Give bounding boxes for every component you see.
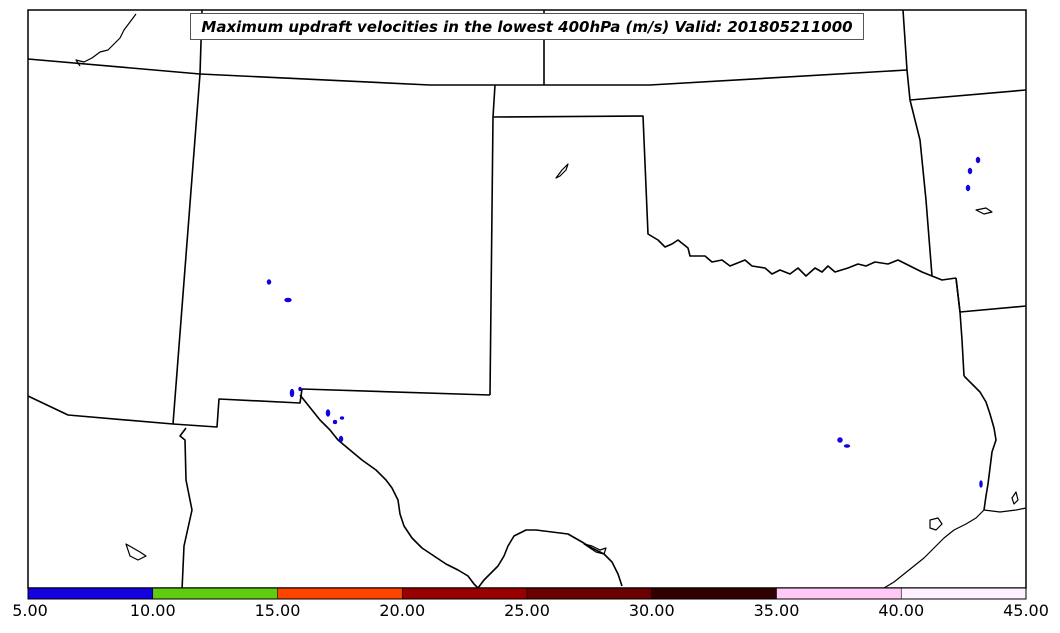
colorbar-tick-label: 15.00 (254, 601, 301, 620)
updraft-cell (339, 416, 345, 420)
updraft-cell (266, 279, 272, 285)
colorbar-tick-label: 35.00 (753, 601, 800, 620)
updraft-cell (289, 388, 295, 398)
colorbar-segment (28, 588, 153, 599)
colorbar-segment (277, 588, 403, 599)
colorbar-segment (776, 588, 902, 599)
updraft-cell (979, 480, 983, 488)
updraft-cell (338, 435, 344, 443)
map-title: Maximum updraft velocities in the lowest… (201, 17, 853, 36)
updraft-cell (843, 444, 851, 448)
state-borders (27, 9, 1027, 591)
colorbar-tick-label: 25.00 (504, 601, 550, 620)
colorbar-tick-label: 30.00 (628, 601, 675, 620)
updraft-cell (967, 167, 973, 175)
map-title-box: Maximum updraft velocities in the lowest… (190, 13, 864, 40)
colorbar-segment (901, 588, 1026, 599)
colorbar-tick-label: 20.00 (379, 601, 426, 620)
updraft-cell (284, 297, 292, 303)
colorbar-segment (402, 588, 527, 599)
coastlines (75, 13, 1027, 589)
updraft-cell (965, 184, 971, 192)
colorbar-segment (651, 588, 777, 599)
colorbar-segment (152, 588, 278, 599)
updraft-cell (298, 386, 302, 392)
map-frame (27, 9, 1027, 589)
colorbar-tick-label: 45.00 (1003, 601, 1049, 620)
colorbar-segment (527, 588, 652, 599)
colorbar-frame (27, 587, 1027, 600)
updraft-cells (266, 156, 983, 488)
colorbar-tick-label: 10.00 (129, 601, 176, 620)
updraft-cell (975, 156, 981, 164)
updraft-cell (837, 437, 843, 443)
colorbar (28, 588, 1026, 599)
updraft-cell (325, 409, 331, 417)
colorbar-tick-label: 40.00 (878, 601, 925, 620)
colorbar-tick-label: 5.00 (12, 601, 48, 620)
updraft-cell (332, 419, 338, 425)
